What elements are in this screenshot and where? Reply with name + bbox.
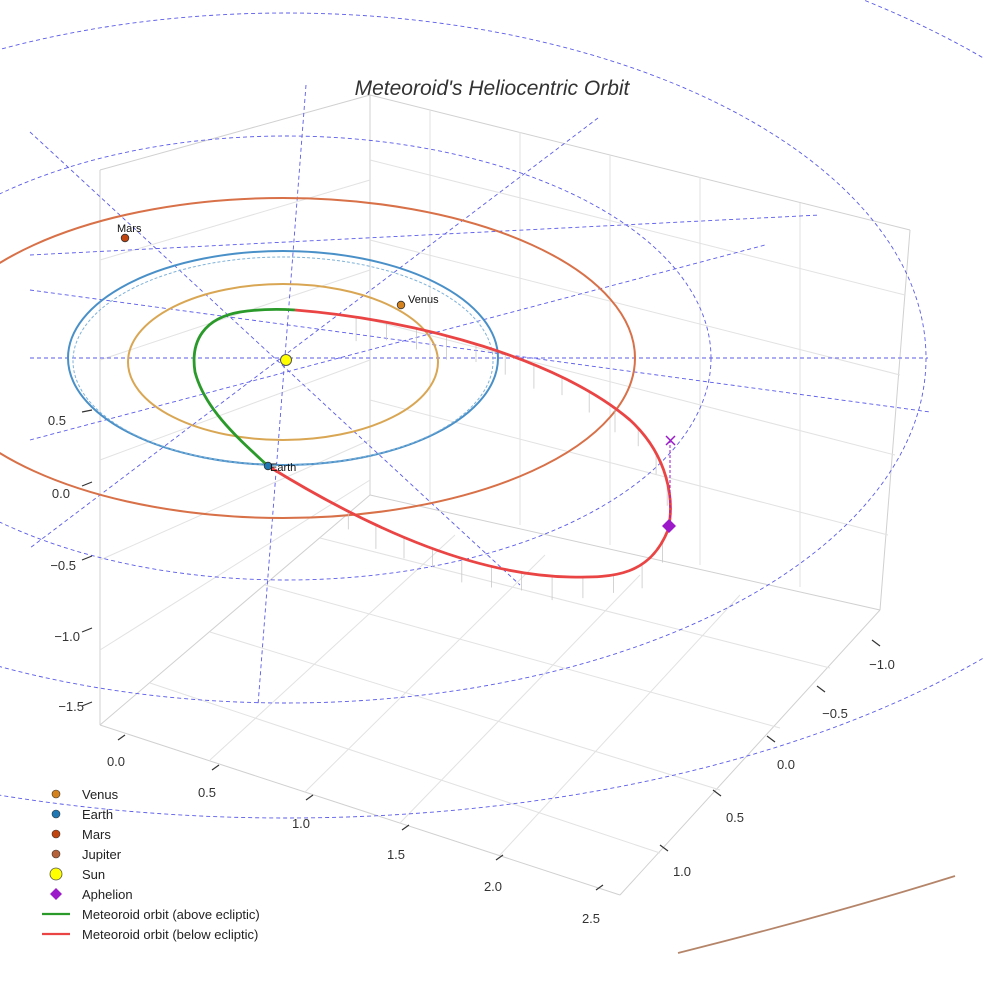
legend-item-jupiter: Jupiter bbox=[51, 847, 122, 862]
z-tick-label: −1.0 bbox=[54, 629, 80, 644]
z-tick-label: −1.5 bbox=[58, 699, 84, 714]
earth-label: Earth bbox=[270, 462, 296, 474]
legend-item-venus: Venus bbox=[51, 787, 119, 802]
legend-item-sun: Sun bbox=[49, 867, 105, 882]
legend-earth-label: Earth bbox=[82, 807, 113, 822]
legend-sun-label: Sun bbox=[82, 867, 105, 882]
venus-orbit-line bbox=[127, 283, 439, 441]
mars-label: Mars bbox=[117, 223, 142, 235]
aphelion-projection-marker bbox=[665, 435, 676, 446]
legend-meteoroid-above-label: Meteoroid orbit (above ecliptic) bbox=[82, 907, 260, 922]
mars-orbit-line bbox=[0, 197, 636, 519]
legend: Venus Earth Mars Jupiter Sun Aphelion Me… bbox=[42, 787, 260, 942]
aphelion-marker bbox=[662, 519, 676, 533]
y-tick-label: 0.5 bbox=[726, 810, 744, 825]
meteoroid-orbit-above-line bbox=[192, 308, 296, 468]
venus-marker bbox=[396, 300, 406, 310]
legend-item-meteoroid-above: Meteoroid orbit (above ecliptic) bbox=[42, 907, 260, 922]
legend-item-earth: Earth bbox=[51, 807, 113, 822]
legend-sun-marker bbox=[49, 867, 63, 881]
ecliptic-grid bbox=[0, 0, 984, 819]
legend-mars-marker bbox=[51, 829, 61, 839]
legend-venus-marker bbox=[51, 789, 61, 799]
legend-aphelion-label: Aphelion bbox=[82, 887, 133, 902]
legend-item-mars: Mars bbox=[51, 827, 111, 842]
y-axis-tick-labels: −1.0 −0.5 0.0 0.5 1.0 bbox=[673, 657, 895, 879]
x-axis-tick-labels: 0.0 0.5 1.0 1.5 2.0 2.5 bbox=[107, 754, 600, 926]
y-tick-label: −1.0 bbox=[869, 657, 895, 672]
venus-label: Venus bbox=[408, 294, 439, 306]
earth-orbit-shadow bbox=[72, 256, 494, 466]
x-tick-label: 0.0 bbox=[107, 754, 125, 769]
meteoroid-orbit bbox=[192, 308, 672, 579]
axis-ticks bbox=[81, 409, 881, 891]
y-tick-label: −0.5 bbox=[822, 706, 848, 721]
legend-item-meteoroid-below: Meteoroid orbit (below ecliptic) bbox=[42, 927, 258, 942]
x-tick-label: 1.0 bbox=[292, 816, 310, 831]
sun-marker bbox=[280, 354, 292, 366]
earth-marker bbox=[263, 461, 273, 471]
bodies: Venus Earth Mars bbox=[117, 223, 676, 533]
z-tick-label: 0.0 bbox=[52, 486, 70, 501]
x-tick-label: 0.5 bbox=[198, 785, 216, 800]
x-tick-label: 2.5 bbox=[582, 911, 600, 926]
earth-orbit-line bbox=[67, 250, 499, 466]
x-tick-label: 2.0 bbox=[484, 879, 502, 894]
legend-meteoroid-below-label: Meteoroid orbit (below ecliptic) bbox=[82, 927, 258, 942]
chart-title: Meteoroid's Heliocentric Orbit bbox=[355, 77, 631, 100]
jupiter-orbit-line bbox=[677, 875, 956, 954]
legend-jupiter-label: Jupiter bbox=[82, 847, 122, 862]
y-tick-label: 1.0 bbox=[673, 864, 691, 879]
legend-item-aphelion: Aphelion bbox=[50, 887, 133, 902]
projection-droplines bbox=[347, 317, 671, 601]
y-tick-label: 0.0 bbox=[777, 757, 795, 772]
legend-aphelion-marker bbox=[50, 888, 62, 900]
legend-mars-label: Mars bbox=[82, 827, 111, 842]
planet-orbits bbox=[0, 197, 956, 954]
legend-venus-label: Venus bbox=[82, 787, 119, 802]
x-tick-label: 1.5 bbox=[387, 847, 405, 862]
mars-marker bbox=[120, 233, 130, 243]
legend-earth-marker bbox=[51, 809, 61, 819]
z-tick-label: −0.5 bbox=[50, 558, 76, 573]
z-axis-tick-labels: 0.5 0.0 −0.5 −1.0 −1.5 bbox=[48, 413, 84, 714]
box-grid bbox=[99, 94, 911, 896]
legend-jupiter-marker bbox=[51, 849, 61, 859]
z-tick-label: 0.5 bbox=[48, 413, 66, 428]
